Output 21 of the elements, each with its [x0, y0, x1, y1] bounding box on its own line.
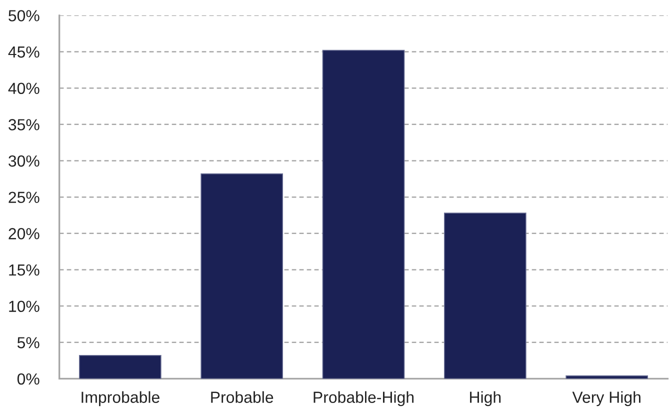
y-tick-label: 40%	[8, 82, 40, 94]
y-tick-label: 5%	[17, 337, 40, 348]
x-tick-label: High	[470, 391, 501, 406]
bar	[566, 375, 648, 379]
bar	[200, 173, 284, 379]
y-tick-label: 0%	[17, 373, 40, 385]
y-tick-label: 25%	[8, 192, 40, 204]
x-tick-label: Very High	[572, 391, 640, 406]
y-tick-label: 50%	[8, 10, 40, 22]
y-tick-label: 45%	[8, 46, 40, 58]
y-tick-label: 35%	[8, 119, 40, 130]
x-tick-label: Probable-High	[314, 391, 414, 406]
bar	[322, 50, 405, 379]
y-tick-label: 20%	[8, 228, 40, 240]
x-tick-label: Probable	[211, 391, 274, 403]
y-tick-label: 30%	[8, 155, 40, 167]
y-tick-label: 15%	[9, 264, 40, 276]
bar	[444, 212, 526, 379]
y-tick-label: 10%	[9, 300, 40, 312]
bar	[78, 355, 162, 379]
x-tick-label: Improbable	[82, 391, 160, 406]
